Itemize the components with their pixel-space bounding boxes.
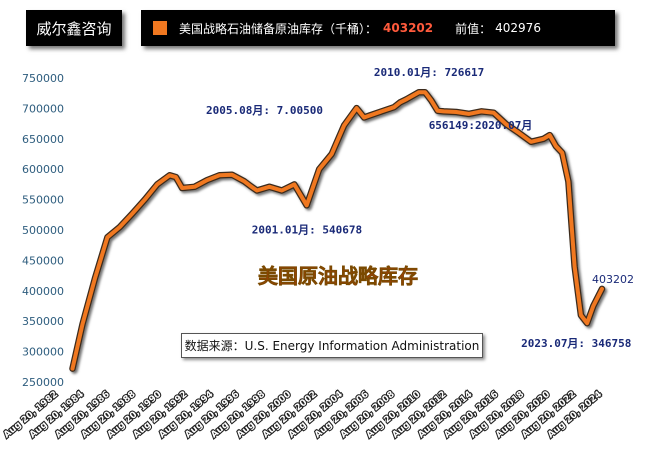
current-value: 403202 <box>383 21 434 35</box>
legend-swatch <box>153 21 167 35</box>
y-tick-label: 500000 <box>22 224 64 237</box>
y-tick-label: 400000 <box>22 285 64 298</box>
y-tick-label: 450000 <box>22 254 64 267</box>
source-note: 数据来源：U.S. Energy Information Administrat… <box>181 333 483 358</box>
data-annotation: 403202 <box>592 273 634 286</box>
source-note-text: 数据来源：U.S. Energy Information Administrat… <box>184 339 480 353</box>
y-tick-label: 700000 <box>22 102 64 115</box>
series-line <box>70 90 604 371</box>
chart-title: 美国原油战略库存 <box>258 264 418 288</box>
previous-value-label: 前值： <box>455 21 492 36</box>
data-annotation: 2005.08月: 7.00500 <box>206 104 323 117</box>
y-tick-label: 650000 <box>22 133 64 146</box>
chart-title-label: 美国战略石油储备原油库存（千桶）： <box>179 21 378 36</box>
previous-value: 402976 <box>495 21 541 35</box>
y-tick-label: 300000 <box>22 346 64 359</box>
data-annotation: 2001.01月: 540678 <box>252 223 362 236</box>
data-annotation: 2010.01月: 726617 <box>374 66 484 79</box>
annotations: 2010.01月: 726617 2005.08月: 7.00500 656149:… <box>206 66 634 350</box>
y-tick-label: 600000 <box>22 163 64 176</box>
series-layer <box>69 88 606 372</box>
y-tick-label: 550000 <box>22 194 64 207</box>
title-bar: 美国战略石油储备原油库存（千桶）： 403202 前值： 402976 <box>141 10 615 46</box>
brand-label: 威尔鑫咨询 <box>26 10 122 46</box>
data-annotation: 2023.07月: 346758 <box>521 337 631 350</box>
y-tick-label: 250000 <box>22 376 64 389</box>
y-axis: 250000 300000 350000 400000 450000 500000 5500… <box>22 72 64 389</box>
data-annotation: 656149:2020.07月 <box>429 119 533 132</box>
y-tick-label: 350000 <box>22 315 64 328</box>
y-tick-label: 750000 <box>22 72 64 85</box>
brand-text: 威尔鑫咨询 <box>36 19 112 38</box>
